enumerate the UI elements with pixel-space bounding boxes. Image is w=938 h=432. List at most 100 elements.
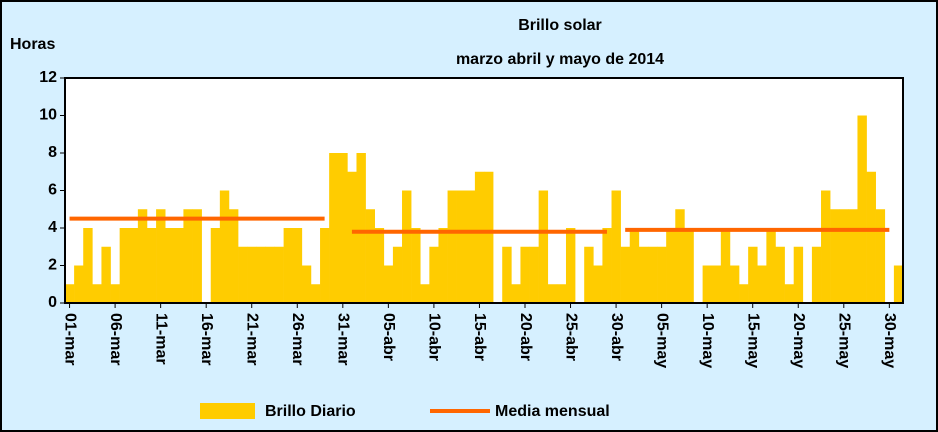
bar (402, 190, 412, 303)
bar (720, 228, 731, 303)
bar (675, 209, 685, 303)
bar (283, 228, 294, 303)
bar (620, 246, 631, 303)
bar (866, 171, 876, 303)
chart-subtitle: marzo abril y mayo de 2014 (456, 51, 664, 68)
bar (857, 115, 867, 303)
x-tick-label: 30-may (881, 313, 898, 368)
bar (392, 246, 403, 303)
x-tick-label: 20-abr (517, 313, 534, 361)
bar (830, 209, 840, 303)
bar (611, 190, 621, 303)
bar (329, 153, 339, 303)
x-tick-label: 31-mar (335, 313, 352, 365)
legend-swatch (200, 403, 255, 419)
bar (256, 246, 266, 303)
x-tick-label: 30-abr (608, 313, 625, 361)
x-tick-label: 15-abr (471, 313, 488, 361)
bar (65, 284, 75, 303)
bar (119, 228, 130, 303)
bar (657, 246, 667, 303)
x-tick-label: 10-abr (426, 313, 443, 361)
bar (429, 246, 439, 303)
bar (183, 209, 193, 303)
y-tick-label: 0 (48, 294, 57, 311)
bar (821, 190, 831, 303)
bar (811, 246, 822, 303)
bar (547, 284, 558, 303)
bar (228, 209, 239, 303)
bar (92, 284, 102, 303)
bar (520, 246, 530, 303)
bar (502, 246, 512, 303)
bar (729, 265, 740, 303)
bar (347, 171, 357, 303)
x-tick-label: 16-mar (198, 313, 215, 365)
y-axis-label: Horas (10, 36, 55, 53)
bar (784, 284, 794, 303)
bar (83, 228, 93, 303)
bar (156, 209, 166, 303)
bar (602, 228, 612, 303)
x-tick-label: 11-mar (152, 313, 169, 365)
y-tick-label: 8 (48, 144, 57, 161)
bar (365, 209, 375, 303)
bar (711, 265, 722, 303)
bar (739, 284, 749, 303)
bar (210, 228, 221, 303)
x-tick-label: 06-mar (107, 313, 124, 365)
bar (766, 228, 776, 303)
bar (465, 190, 476, 303)
x-tick-label: 10-may (699, 313, 716, 368)
bar (265, 246, 275, 303)
legend-label: Brillo Diario (265, 403, 356, 420)
bar (420, 284, 430, 303)
bar (374, 228, 385, 303)
bar (793, 246, 804, 303)
bar (447, 190, 457, 303)
bar (529, 246, 539, 303)
bar (748, 246, 758, 303)
bar (629, 228, 640, 303)
bar (684, 228, 694, 303)
bar (775, 246, 785, 303)
bar (511, 284, 521, 303)
bar (702, 265, 713, 303)
bar (356, 153, 366, 303)
bar (875, 209, 886, 303)
chart-title: Brillo solar (518, 17, 602, 34)
x-tick-label: 25-abr (562, 313, 579, 361)
x-tick-label: 25-may (836, 313, 853, 368)
bar (110, 284, 120, 303)
bar (174, 228, 184, 303)
bar (438, 228, 448, 303)
bar (165, 228, 175, 303)
bar (638, 246, 649, 303)
plot-border (64, 77, 904, 304)
bar (146, 228, 157, 303)
bar (192, 209, 202, 303)
bar (247, 246, 257, 303)
bar (893, 265, 904, 303)
bar (848, 209, 858, 303)
bar (666, 228, 676, 303)
bar (219, 190, 230, 303)
bar (484, 171, 494, 303)
bar (310, 284, 321, 303)
bar (456, 190, 467, 303)
x-tick-label: 05-abr (380, 313, 397, 361)
bar (411, 228, 421, 303)
bar (839, 209, 849, 303)
bar (128, 228, 139, 303)
bar (74, 265, 84, 303)
bar (301, 265, 312, 303)
bar (757, 265, 767, 303)
bar (137, 209, 148, 303)
bar (338, 153, 348, 303)
x-tick-label: 15-may (744, 313, 761, 368)
x-tick-label: 20-may (790, 313, 807, 368)
bar (383, 265, 394, 303)
bar (538, 190, 549, 303)
bar (556, 284, 567, 303)
